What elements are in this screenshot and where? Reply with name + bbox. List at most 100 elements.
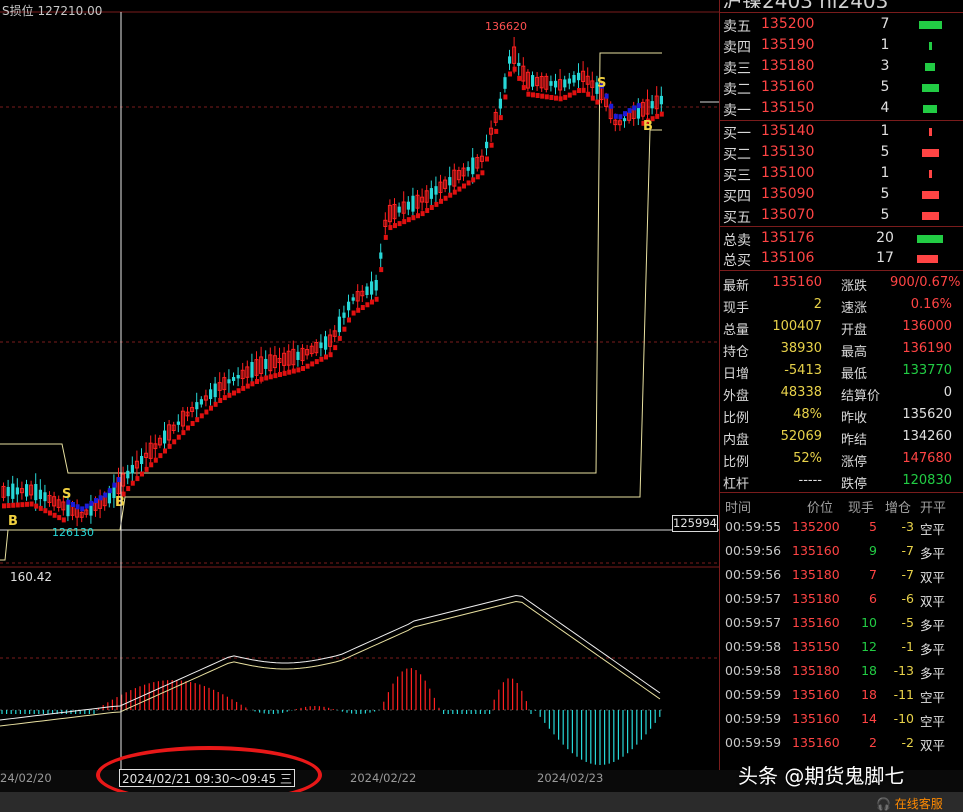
candle-body: [347, 301, 351, 311]
stop-line-lower: [0, 129, 662, 561]
sar-dot: [48, 510, 52, 516]
tick-oi: -11: [893, 687, 914, 702]
candle-body: [153, 443, 158, 450]
quote-row: 现手 2 速涨 0.16%: [720, 294, 963, 316]
tick-time: 00:59:58: [725, 639, 782, 654]
candle-body: [190, 407, 195, 412]
candle-body: [227, 379, 231, 384]
sar-dot: [149, 462, 154, 468]
sar-dot: [586, 91, 591, 97]
candle-body: [563, 79, 567, 88]
sar-dot: [195, 417, 200, 423]
sar-dot: [273, 373, 278, 379]
tick-type: 空平: [920, 714, 946, 729]
candle-body: [180, 410, 185, 427]
sar-dot: [365, 302, 370, 308]
candle-body: [544, 75, 549, 90]
tick-row[interactable]: 00:59:59 135160 2 -2 双平: [720, 731, 963, 755]
tick-row[interactable]: 00:59:56 135160 9 -7 多平: [720, 539, 963, 563]
ask-row[interactable]: 卖一 135150 4: [720, 98, 963, 119]
price-chart[interactable]: B S B S B 136620 126130: [0, 0, 719, 770]
candle-body: [554, 80, 558, 88]
contract-title: 沪镍2403 ni2403: [720, 0, 963, 8]
candle-body: [659, 95, 663, 105]
candle-body: [19, 488, 24, 494]
sar-dot: [457, 186, 462, 192]
tick-row[interactable]: 00:59:58 135150 12 -1 多平: [720, 635, 963, 659]
tick-oi: -7: [901, 567, 914, 582]
stop-line-upper: [0, 52, 662, 474]
candle-body: [581, 70, 586, 82]
bid-row[interactable]: 买五 135070 5: [720, 205, 963, 226]
bid-row[interactable]: 买二 135130 5: [720, 142, 963, 163]
quote-value: 134260: [902, 429, 952, 444]
candle-body: [365, 286, 369, 295]
ask-row[interactable]: 卖四 135190 1: [720, 35, 963, 56]
tick-row[interactable]: 00:59:57 135180 6 -6 双平: [720, 587, 963, 611]
sar-dot: [420, 211, 425, 217]
sar-dot: [278, 372, 282, 377]
bid-row[interactable]: 买三 135100 1: [720, 163, 963, 184]
ask-row[interactable]: 卖五 135200 7: [720, 14, 963, 35]
quote-value: 100407: [772, 319, 822, 334]
bid-row[interactable]: 买一 135140 1: [720, 121, 963, 142]
sar-dot: [544, 94, 549, 100]
sar-dot: [517, 75, 522, 81]
quote-value: 38930: [780, 341, 822, 356]
sar-dot: [186, 425, 190, 431]
sar-dot: [613, 113, 618, 119]
tick-row[interactable]: 00:59:57 135160 10 -5 多平: [720, 611, 963, 635]
candle-body: [144, 452, 149, 459]
level-volume: 5: [880, 207, 890, 223]
candle-body: [107, 489, 111, 504]
tick-row[interactable]: 00:59:58 135180 18 -13 多平: [720, 659, 963, 683]
ask-row[interactable]: 卖三 135180 3: [720, 56, 963, 77]
candle-body: [489, 127, 494, 135]
candle-body: [623, 118, 627, 122]
candle-body: [272, 355, 277, 369]
candle-body: [406, 201, 410, 210]
sar-dot: [2, 503, 6, 509]
candle-body: [134, 460, 139, 469]
sar-dot: [57, 515, 62, 521]
tick-row[interactable]: 00:59:59 135160 18 -11 空平: [720, 683, 963, 707]
sar-dot: [291, 368, 296, 374]
depth-bar: [925, 63, 935, 71]
ticks-header-type: 开平: [920, 501, 947, 516]
candle-body: [148, 442, 153, 459]
candle-body: [549, 81, 553, 86]
ask-row[interactable]: 卖二 135160 5: [720, 77, 963, 98]
sar-dot: [209, 405, 213, 411]
candle-body: [517, 62, 521, 66]
candle-body: [11, 483, 15, 499]
sar-dot: [494, 128, 499, 134]
candle-body: [443, 179, 448, 189]
candle-body: [305, 349, 310, 356]
candle-body: [34, 484, 38, 501]
sar-dot: [94, 498, 98, 504]
quote-value: 135620: [902, 407, 952, 422]
bid-row[interactable]: 买四 135090 5: [720, 184, 963, 205]
sar-dot: [190, 421, 195, 426]
candle-body: [328, 334, 333, 347]
candle-body: [585, 75, 590, 85]
sar-dot: [475, 174, 480, 180]
tick-row[interactable]: 00:59:56 135180 7 -7 双平: [720, 563, 963, 587]
stop-value: 127210.00: [37, 4, 103, 18]
online-service-link[interactable]: 🎧 在线客服: [876, 795, 943, 812]
quote-row: 外盘 48338 结算价 0: [720, 382, 963, 404]
tick-oi: -5: [901, 615, 914, 630]
tick-row[interactable]: 00:59:59 135160 14 -10 空平: [720, 707, 963, 731]
candle-body: [332, 330, 337, 337]
quote-panel: 沪镍2403 ni2403 卖五1352007卖四1351901卖三135180…: [719, 0, 963, 770]
tick-row[interactable]: 00:59:55 135200 5 -3 空平: [720, 515, 963, 539]
stop-loss-line: [0, 52, 662, 561]
ticks-header-time: 时间: [725, 501, 752, 516]
candle-body: [277, 357, 282, 364]
candle-body: [240, 369, 245, 380]
tick-size: 7: [869, 567, 877, 582]
quote-value: 2: [813, 297, 822, 312]
sar-dot: [158, 453, 163, 459]
level-label: 买四: [723, 189, 751, 205]
sar-dot: [328, 352, 333, 358]
